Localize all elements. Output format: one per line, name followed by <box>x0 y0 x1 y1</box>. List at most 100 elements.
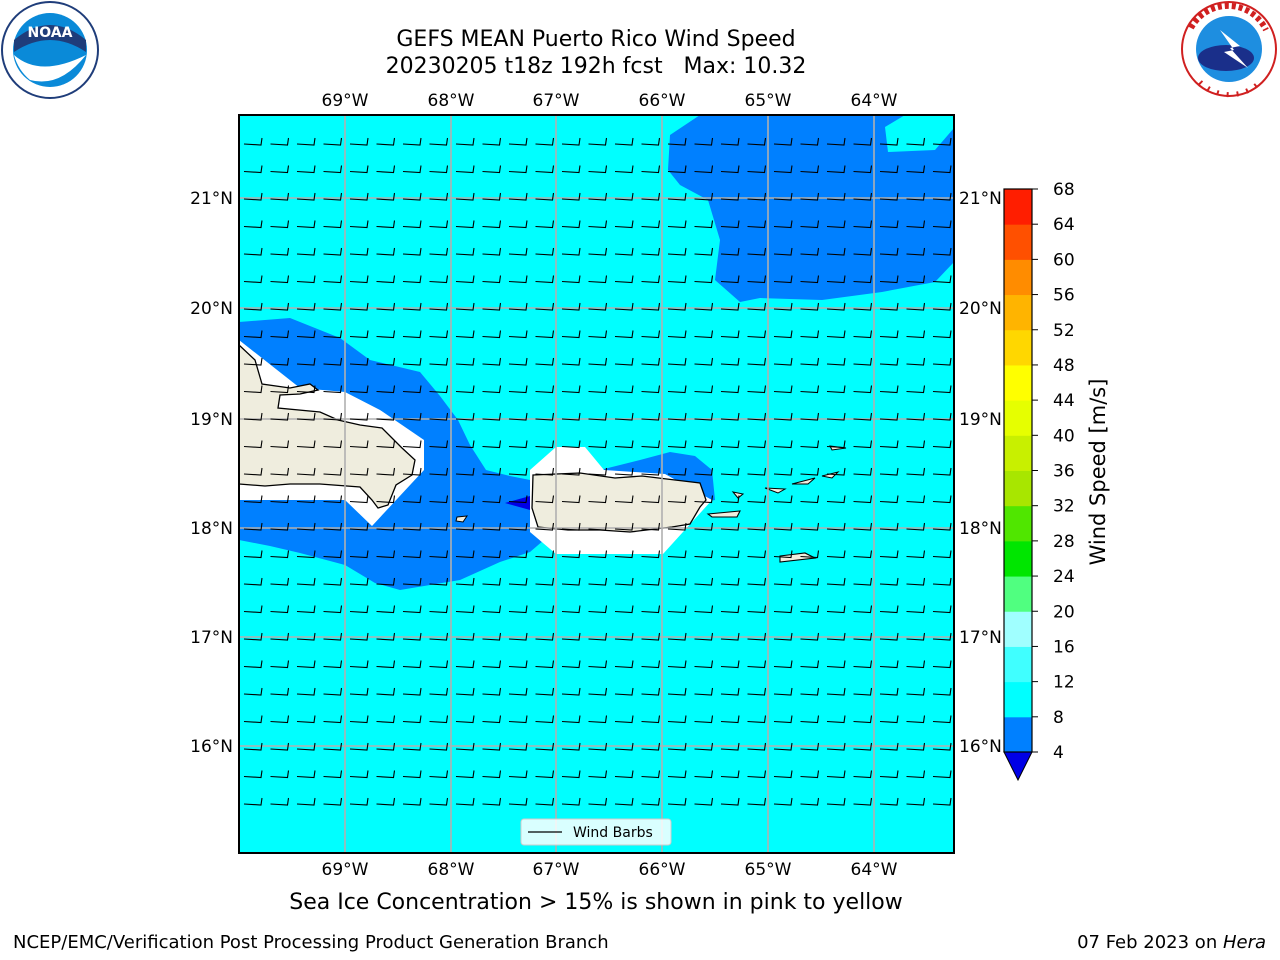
wind-barb <box>588 797 608 806</box>
wind-barb <box>349 330 369 339</box>
wind-barb <box>429 467 449 476</box>
wind-barb <box>270 715 290 724</box>
chart-subtitle: 20230205 t18z 192h fcst Max: 10.32 <box>385 54 807 79</box>
wind-barb <box>323 605 343 614</box>
wind-barb <box>720 302 740 311</box>
wind-barb <box>588 522 608 531</box>
wind-barb <box>535 192 555 201</box>
map-frame <box>238 114 955 854</box>
wind-barb <box>641 770 661 779</box>
wind-barb <box>800 522 820 531</box>
wind-barb <box>614 605 634 614</box>
footer-date: 07 Feb 2023 on Hera <box>1077 932 1266 953</box>
wind-barb <box>932 412 952 421</box>
wind-barb <box>429 440 449 449</box>
wind-barb <box>747 412 767 421</box>
wind-barb <box>482 467 502 476</box>
wind-barb <box>747 770 767 779</box>
wind-barb <box>455 495 475 504</box>
wind-barb <box>588 165 608 174</box>
lon-label: 68°W <box>428 860 475 880</box>
wind-barb <box>323 467 343 476</box>
wind-barb <box>641 715 661 724</box>
wind-barb <box>773 495 793 504</box>
wind-barb <box>614 522 634 531</box>
wind-barb <box>270 330 290 339</box>
wind-barb <box>270 302 290 311</box>
wind-barb <box>932 522 952 531</box>
wind-barb <box>561 632 581 641</box>
wind-barb <box>667 797 687 806</box>
wind-barb <box>243 385 263 394</box>
wind-barb <box>906 550 926 559</box>
wind-barb <box>376 165 396 174</box>
wind-barb <box>667 192 687 201</box>
wind-barb <box>561 660 581 669</box>
colorbar-tick-label: 68 <box>1053 180 1075 200</box>
wind-barb <box>826 495 846 504</box>
wind-barb <box>720 550 740 559</box>
wind-barb <box>455 275 475 284</box>
wind-barb <box>747 660 767 669</box>
wind-barb <box>720 165 740 174</box>
wind-barb <box>747 495 767 504</box>
wind-barb <box>614 550 634 559</box>
wind-barb <box>508 577 528 586</box>
wind-barb <box>694 192 714 201</box>
wind-barb <box>402 330 422 339</box>
wind-barb <box>561 742 581 751</box>
wind-barb <box>853 605 873 614</box>
wind-barb <box>323 357 343 366</box>
colorbar-tick-label: 52 <box>1053 321 1075 341</box>
wind-barb <box>349 412 369 421</box>
wind-barb <box>482 220 502 229</box>
wind-barb <box>694 440 714 449</box>
wind-barb <box>800 797 820 806</box>
wind-barb <box>588 385 608 394</box>
wind-barb <box>879 577 899 586</box>
wind-barb <box>906 137 926 146</box>
wind-barb <box>376 605 396 614</box>
wind-barb <box>296 632 316 641</box>
wind-barb <box>243 440 263 449</box>
wind-barb <box>508 247 528 256</box>
nws-logo <box>1181 1 1277 98</box>
colorbar-tick-label: 28 <box>1053 532 1075 552</box>
wind-barb <box>641 137 661 146</box>
wind-barb <box>349 797 369 806</box>
wind-barb <box>773 770 793 779</box>
wind-barb <box>641 440 661 449</box>
wind-barb <box>800 742 820 751</box>
wind-barb <box>323 247 343 256</box>
wind-barb <box>243 550 263 559</box>
land-vieques <box>706 510 741 518</box>
wind-barb <box>773 577 793 586</box>
wind-barb <box>667 632 687 641</box>
wind-barb <box>429 660 449 669</box>
wind-barb <box>455 192 475 201</box>
wind-barb <box>323 440 343 449</box>
wind-barb <box>773 742 793 751</box>
wind-barb <box>800 577 820 586</box>
wind-barb <box>482 440 502 449</box>
wind-barb <box>270 357 290 366</box>
wind-barb <box>323 220 343 229</box>
wind-barb <box>588 302 608 311</box>
wind-barb <box>720 797 740 806</box>
wind-barb <box>720 247 740 256</box>
wind-barb <box>508 550 528 559</box>
wind-barb <box>561 330 581 339</box>
wind-barb <box>906 357 926 366</box>
wind-barb <box>508 220 528 229</box>
wind-barb <box>826 577 846 586</box>
wind-barb <box>482 770 502 779</box>
lon-label: 66°W <box>639 91 686 111</box>
wind-barb <box>296 742 316 751</box>
wind-barb <box>323 330 343 339</box>
wind-barb <box>694 467 714 476</box>
wind-barb <box>879 522 899 531</box>
wind-barb <box>296 577 316 586</box>
wind-barb <box>429 742 449 751</box>
wind-barb <box>376 247 396 256</box>
wind-barb <box>906 770 926 779</box>
